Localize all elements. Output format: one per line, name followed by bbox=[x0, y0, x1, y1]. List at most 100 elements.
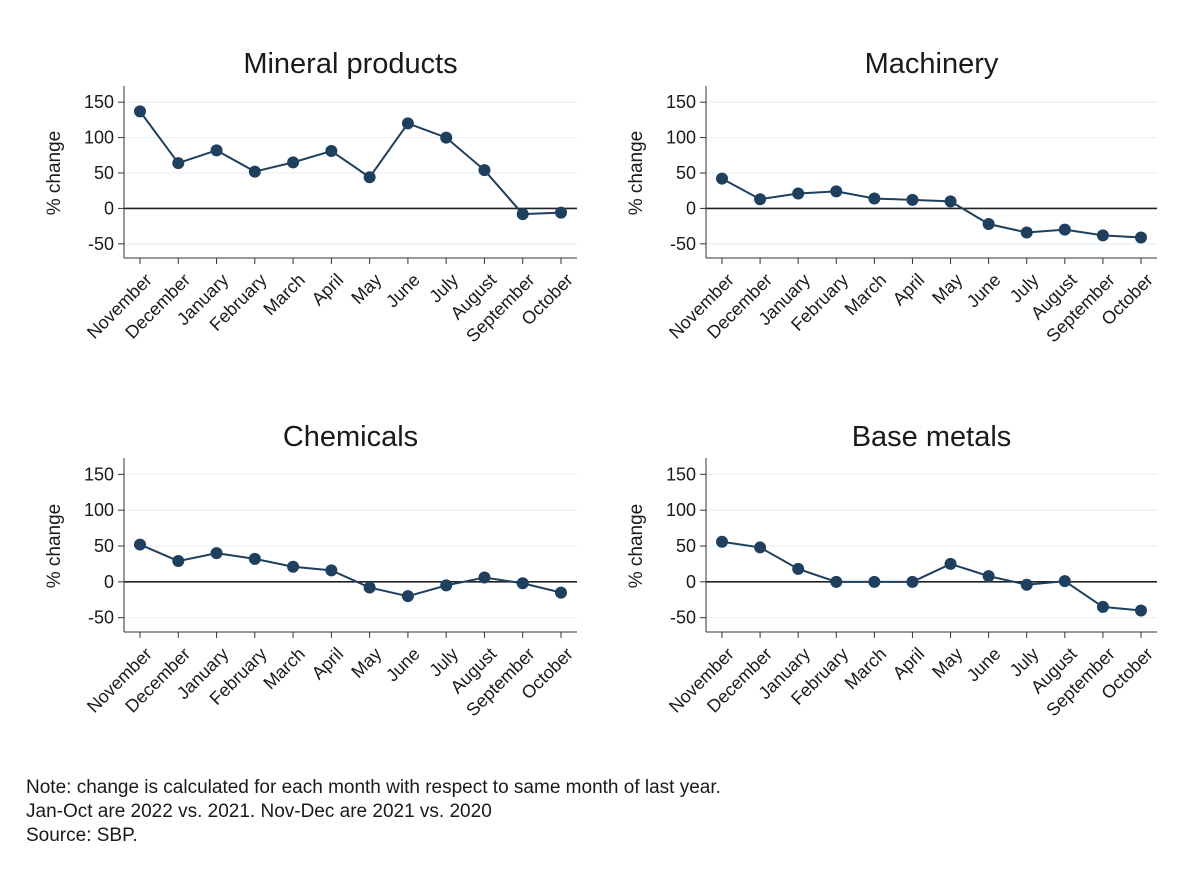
data-point bbox=[1020, 226, 1033, 239]
data-point bbox=[830, 185, 843, 198]
y-tick-label: 0 bbox=[104, 198, 114, 218]
y-tick-label: 150 bbox=[666, 464, 696, 484]
y-tick-label: 100 bbox=[666, 500, 696, 520]
data-point bbox=[868, 192, 881, 205]
x-tick-label: April bbox=[308, 644, 348, 684]
x-tick-label: March bbox=[841, 270, 891, 320]
y-tick-label: 100 bbox=[84, 128, 114, 148]
chart-panel-4: Base metals% change-50050100150NovemberD… bbox=[626, 421, 1157, 720]
y-tick-label: 100 bbox=[84, 500, 114, 520]
data-point bbox=[792, 562, 805, 575]
data-point bbox=[1058, 575, 1071, 588]
x-tick-label: June bbox=[382, 270, 424, 312]
series-line bbox=[721, 177, 1142, 239]
y-axis-label: % change bbox=[44, 504, 65, 589]
figure-note: Note: change is calculated for each mont… bbox=[26, 776, 721, 848]
y-tick-label: 150 bbox=[84, 92, 114, 112]
data-point bbox=[906, 193, 919, 206]
series-line bbox=[139, 543, 562, 598]
y-tick-label: 0 bbox=[686, 572, 696, 592]
data-point bbox=[754, 541, 767, 554]
data-point bbox=[248, 165, 261, 178]
x-tick-label: May bbox=[928, 270, 966, 308]
y-tick-label: 0 bbox=[104, 572, 114, 592]
data-point bbox=[287, 560, 300, 573]
y-tick-label: -50 bbox=[88, 234, 114, 254]
x-tick-label: April bbox=[308, 270, 348, 310]
data-point bbox=[478, 571, 491, 584]
x-tick-label: June bbox=[963, 644, 1005, 686]
chart-title: Base metals bbox=[852, 421, 1012, 453]
data-point bbox=[325, 564, 338, 577]
data-point bbox=[1058, 223, 1071, 236]
data-point bbox=[982, 570, 995, 583]
data-point bbox=[401, 590, 414, 603]
chart-panel-1: Mineral products% change-50050100150Nove… bbox=[44, 48, 577, 346]
data-point bbox=[363, 171, 376, 184]
x-tick-label: May bbox=[347, 270, 385, 308]
data-point bbox=[440, 131, 453, 144]
data-point bbox=[325, 145, 338, 158]
note-line-3: Source: SBP. bbox=[26, 825, 138, 846]
x-tick-label: May bbox=[347, 644, 385, 682]
data-point bbox=[716, 172, 728, 185]
chart-panel-2: Machinery% change-50050100150NovemberDec… bbox=[626, 48, 1157, 346]
note-line-2: Jan-Oct are 2022 vs. 2021. Nov-Dec are 2… bbox=[26, 801, 492, 822]
y-tick-label: 100 bbox=[666, 128, 696, 148]
data-point bbox=[982, 218, 995, 230]
data-point bbox=[210, 547, 223, 560]
data-point bbox=[172, 555, 185, 568]
data-point bbox=[363, 581, 376, 594]
y-tick-label: -50 bbox=[670, 234, 696, 254]
series-line bbox=[139, 110, 562, 216]
chart-panel-3: Chemicals% change-50050100150NovemberDec… bbox=[44, 421, 577, 720]
y-axis-label: % change bbox=[626, 504, 647, 589]
data-point bbox=[478, 164, 491, 177]
data-point bbox=[516, 577, 529, 590]
data-point bbox=[1096, 600, 1109, 613]
x-tick-label: April bbox=[889, 270, 929, 310]
x-tick-label: April bbox=[889, 644, 929, 684]
data-point bbox=[754, 193, 767, 206]
data-point bbox=[944, 195, 957, 208]
x-tick-label: May bbox=[928, 644, 966, 682]
data-point bbox=[555, 206, 567, 219]
data-point bbox=[1096, 229, 1109, 242]
data-point bbox=[172, 157, 185, 170]
data-point bbox=[830, 575, 843, 588]
data-point bbox=[1020, 578, 1033, 591]
x-tick-label: June bbox=[382, 644, 424, 686]
data-point bbox=[516, 208, 529, 221]
y-tick-label: 50 bbox=[94, 163, 114, 183]
y-tick-label: -50 bbox=[88, 608, 114, 628]
data-point bbox=[944, 557, 957, 570]
chart-title: Chemicals bbox=[283, 421, 418, 453]
chart-title: Mineral products bbox=[243, 48, 457, 80]
chart-title: Machinery bbox=[865, 48, 999, 80]
data-point bbox=[287, 156, 300, 169]
y-axis-label: % change bbox=[626, 131, 647, 216]
data-point bbox=[210, 144, 223, 157]
y-tick-label: 150 bbox=[84, 464, 114, 484]
data-point bbox=[248, 552, 261, 565]
data-point bbox=[134, 538, 146, 551]
data-point bbox=[1135, 231, 1147, 244]
y-tick-label: 50 bbox=[676, 163, 696, 183]
y-tick-label: 50 bbox=[94, 536, 114, 556]
charts-figure: Mineral products% change-50050100150Nove… bbox=[44, 48, 1157, 720]
y-tick-label: -50 bbox=[670, 608, 696, 628]
data-point bbox=[868, 575, 881, 588]
y-tick-label: 50 bbox=[676, 536, 696, 556]
series-line bbox=[721, 540, 1142, 612]
y-tick-label: 150 bbox=[666, 92, 696, 112]
x-tick-label: March bbox=[259, 644, 309, 694]
x-tick-label: March bbox=[841, 644, 891, 694]
data-point bbox=[555, 586, 567, 599]
x-tick-label: March bbox=[259, 270, 309, 320]
note-line-1: Note: change is calculated for each mont… bbox=[26, 777, 721, 798]
y-axis-label: % change bbox=[44, 131, 65, 216]
data-point bbox=[134, 105, 146, 118]
data-point bbox=[440, 579, 453, 592]
x-tick-label: June bbox=[963, 270, 1005, 312]
data-point bbox=[906, 575, 919, 588]
